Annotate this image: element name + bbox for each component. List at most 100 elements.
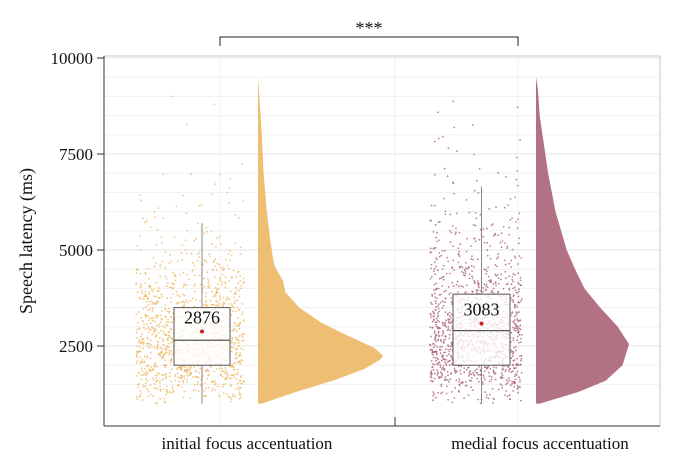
mean-label-initial: 2876 [184,308,220,328]
jitter-point [230,276,233,279]
jitter-point [465,381,467,383]
jitter-point [157,344,160,347]
jitter-point [212,387,214,390]
jitter-point [518,288,520,291]
jitter-point [468,273,471,276]
jitter-point [432,319,435,322]
jitter-point [463,274,465,276]
jitter-point [448,337,451,340]
jitter-point [159,263,162,266]
jitter-point [476,280,479,282]
jitter-point [440,340,442,343]
jitter-point [222,385,224,388]
jitter-point [443,351,445,354]
jitter-point [167,321,170,324]
jitter-point [499,241,502,244]
jitter-point [170,286,173,289]
jitter-point [434,246,437,249]
jitter-point [156,324,159,327]
jitter-point [515,314,517,317]
jitter-point [510,371,513,374]
jitter-point [516,370,519,373]
jitter-point [449,213,452,216]
jitter-point [152,387,155,389]
jitter-point [470,245,472,247]
jitter-point [221,375,224,378]
jitter-point [448,311,451,314]
jitter-point [493,373,496,375]
jitter-point [438,310,441,313]
jitter-point [187,278,190,281]
jitter-point [521,334,523,336]
jitter-point [165,377,167,380]
jitter-point [456,280,459,283]
jitter-point [155,380,158,383]
jitter-point [457,247,460,250]
jitter-point [161,378,164,381]
jitter-point [472,124,474,126]
jitter-point [449,230,451,232]
jitter-point [455,227,457,230]
jitter-point [196,260,199,262]
jitter-point [439,349,442,351]
jitter-point [198,372,201,374]
jitter-point [474,224,477,227]
jitter-point [230,365,233,368]
jitter-point [179,274,182,276]
jitter-point [432,394,435,397]
jitter-point [519,328,522,331]
jitter-point [471,389,474,392]
jitter-point [513,385,516,388]
jitter-point [156,302,158,304]
jitter-point [234,299,237,302]
jitter-point [519,139,521,142]
jitter-point [239,275,242,277]
jitter-point [234,324,237,327]
jitter-point [484,378,486,381]
jitter-point [233,327,236,330]
jitter-point [460,373,462,375]
jitter-point [147,285,150,287]
jitter-point [153,295,156,298]
jitter-point [158,323,161,325]
jitter-point [437,137,440,140]
jitter-point [158,297,161,299]
jitter-point [452,285,455,287]
jitter-point [165,285,168,288]
jitter-point [443,290,445,293]
jitter-point [188,369,191,372]
jitter-point [166,282,169,284]
jitter-point [196,375,199,378]
jitter-point [488,375,491,378]
jitter-point [225,298,228,301]
jitter-point [433,267,436,270]
jitter-point [186,375,189,377]
jitter-point [170,321,173,324]
jitter-point [448,353,450,355]
jitter-point [513,367,516,370]
jitter-point [242,319,245,321]
jitter-point [483,241,486,244]
jitter-point [444,213,447,216]
jitter-point [441,356,443,359]
jitter-point [492,287,495,290]
jitter-point [172,271,175,274]
jitter-point [136,384,139,386]
jitter-point [458,255,461,258]
jitter-point [516,339,518,342]
jitter-point [152,330,155,332]
jitter-point [440,383,443,386]
jitter-point [470,379,472,382]
jitter-point [141,292,144,294]
jitter-point [199,283,202,286]
jitter-point [432,346,435,349]
jitter-point [471,255,473,258]
jitter-point [504,277,507,280]
jitter-point [160,357,163,360]
jitter-point [442,330,445,333]
jitter-point [144,282,147,284]
jitter-point [516,305,518,308]
jitter-point [176,294,179,296]
jitter-point [466,267,469,270]
